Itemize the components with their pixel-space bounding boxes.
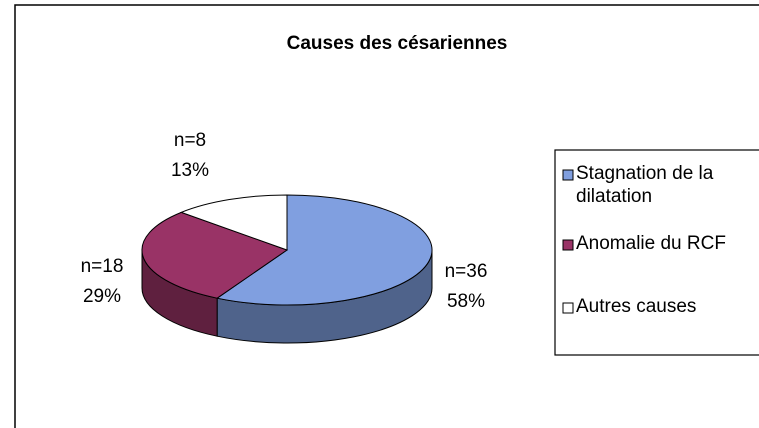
legend-label: Stagnation de la dilatation	[576, 163, 714, 207]
count-label: n=8	[174, 130, 206, 151]
legend-entry: Autres causes	[576, 296, 697, 317]
legend-label: Anomalie du RCF	[576, 233, 726, 254]
count-label: n=18	[81, 256, 124, 277]
count-label: n=36	[445, 261, 488, 282]
value-label: 58%	[447, 291, 485, 312]
legend-label: Autres causes	[576, 296, 697, 317]
pie-slice	[141, 211, 289, 299]
pie-slice	[215, 194, 433, 306]
pie-slice	[179, 194, 288, 251]
chart-title: Causes des césariennes	[287, 33, 508, 54]
legend-swatch	[562, 169, 574, 181]
legend-entry: Stagnation de la dilatation	[576, 163, 714, 207]
legend-swatch	[562, 239, 574, 251]
legend-swatch	[562, 302, 574, 314]
legend-box	[554, 149, 759, 356]
value-label: 29%	[83, 286, 121, 307]
legend-entry: Anomalie du RCF	[576, 233, 726, 254]
value-label: 13%	[171, 160, 209, 181]
